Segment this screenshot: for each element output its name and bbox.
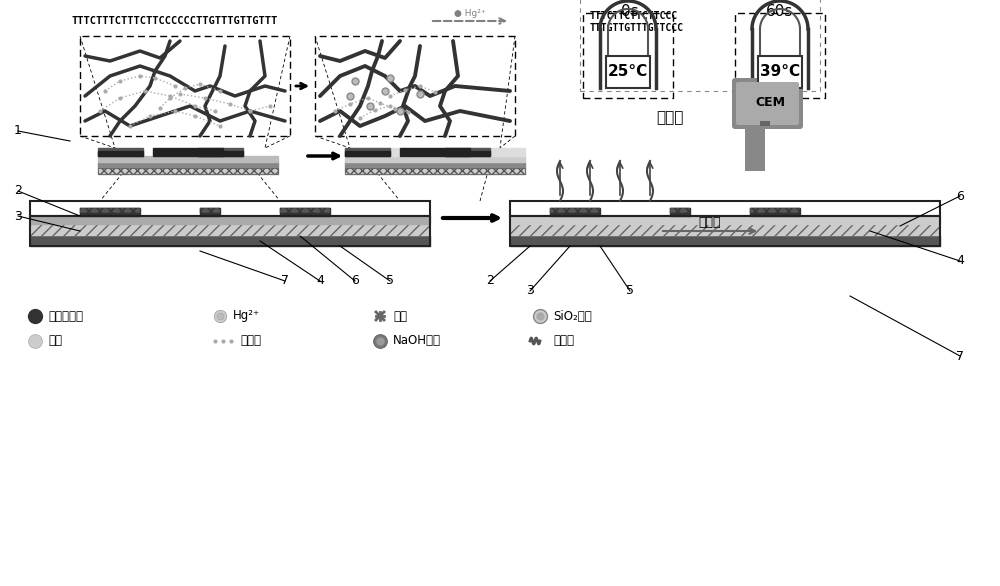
Text: 6: 6 — [351, 274, 359, 288]
Bar — [198, 148, 243, 156]
FancyBboxPatch shape — [732, 78, 803, 129]
Text: CEM: CEM — [755, 97, 785, 110]
Bar — [758, 56, 802, 88]
Bar — [345, 148, 390, 156]
Text: Hg²⁺: Hg²⁺ — [233, 309, 260, 322]
Bar — [345, 151, 390, 156]
Bar — [280, 208, 330, 216]
Bar — [345, 156, 525, 162]
Bar — [30, 236, 430, 246]
Text: 4: 4 — [956, 254, 964, 267]
Bar — [30, 201, 430, 216]
Bar — [80, 208, 140, 213]
Bar — [445, 151, 490, 156]
Text: NaOH粉末: NaOH粉末 — [393, 335, 441, 347]
Bar — [670, 208, 690, 216]
Text: SiO₂微球: SiO₂微球 — [553, 309, 592, 322]
Text: 水凝胶微阀: 水凝胶微阀 — [48, 309, 83, 322]
Text: 5: 5 — [386, 274, 394, 288]
Bar — [550, 208, 600, 216]
Bar — [510, 201, 940, 216]
Bar — [98, 168, 278, 174]
Bar — [345, 162, 525, 174]
Bar — [98, 151, 143, 156]
Bar — [750, 208, 800, 216]
Bar — [280, 208, 330, 213]
Bar — [510, 236, 940, 246]
Text: TTTCTTCTTCTTCCC: TTTCTTCTTCTTCCC — [590, 11, 678, 21]
Text: 样品: 样品 — [48, 335, 62, 347]
Bar — [400, 148, 470, 156]
Text: 0s: 0s — [621, 4, 639, 19]
Bar — [198, 151, 243, 156]
Bar — [510, 224, 940, 236]
Text: 2: 2 — [486, 274, 494, 288]
Bar — [98, 148, 143, 156]
Bar — [30, 216, 430, 224]
Bar — [30, 224, 430, 236]
Bar — [760, 121, 770, 126]
Text: 1: 1 — [14, 124, 22, 138]
Bar — [510, 216, 940, 224]
Text: 3: 3 — [526, 284, 534, 298]
Text: 适配子: 适配子 — [240, 335, 261, 347]
Text: 2: 2 — [14, 185, 22, 197]
Text: TTTCTTTCTTTCTTCCCCCCTTGTTTGTTGTTT: TTTCTTTCTTTCTTCCCCCCTTGTTTGTTGTTT — [72, 16, 278, 26]
Text: 4: 4 — [316, 274, 324, 288]
Text: 7: 7 — [281, 274, 289, 288]
Bar — [153, 148, 223, 156]
Bar — [510, 216, 940, 246]
Text: 60s: 60s — [766, 4, 794, 19]
Text: 滤网: 滤网 — [393, 309, 407, 322]
Text: 6: 6 — [956, 189, 964, 203]
Bar — [200, 208, 220, 216]
Bar — [98, 156, 278, 162]
Bar — [345, 168, 525, 174]
Text: 39°C: 39°C — [760, 64, 800, 80]
Bar — [345, 148, 525, 156]
Text: 3: 3 — [14, 210, 22, 223]
Bar — [98, 162, 278, 174]
Text: 5: 5 — [626, 284, 634, 298]
FancyBboxPatch shape — [736, 82, 799, 125]
Bar — [445, 148, 490, 156]
Bar — [670, 208, 690, 213]
Bar — [200, 208, 220, 213]
Bar — [550, 208, 600, 213]
Bar — [30, 216, 430, 246]
Text: 流　向: 流 向 — [699, 216, 721, 230]
Text: ● Hg²⁺: ● Hg²⁺ — [454, 9, 486, 19]
Text: 额温计: 额温计 — [656, 111, 684, 125]
Text: 25°C: 25°C — [608, 64, 648, 80]
Bar — [80, 208, 140, 216]
Bar — [606, 56, 650, 88]
Text: 7: 7 — [956, 349, 964, 363]
Text: 水凝胶: 水凝胶 — [553, 335, 574, 347]
Bar — [750, 208, 800, 213]
Text: TTTGTTGTTTGTTCCC: TTTGTTGTTTGTTCCC — [590, 23, 684, 33]
Bar — [745, 126, 765, 171]
